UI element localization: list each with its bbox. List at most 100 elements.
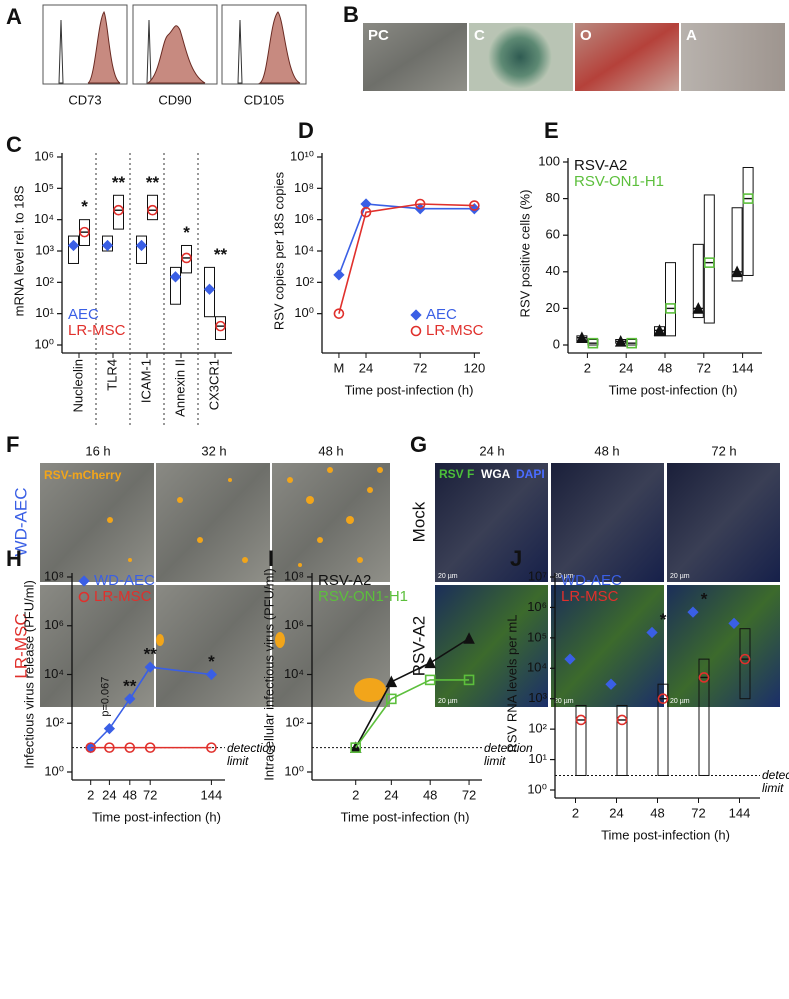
significance: p=0.067 bbox=[99, 677, 111, 717]
legend-label: WD-AEC bbox=[561, 572, 622, 589]
x-tick-label: 2 bbox=[572, 805, 579, 820]
column-label: 72 h bbox=[711, 443, 736, 458]
stain-label: WGA bbox=[481, 467, 511, 481]
significance: ** bbox=[146, 173, 160, 192]
box bbox=[587, 339, 599, 346]
marker bbox=[665, 303, 676, 314]
y-tick-label: 20 bbox=[546, 300, 560, 315]
marker bbox=[135, 239, 148, 252]
marker bbox=[614, 335, 627, 347]
marker bbox=[78, 575, 90, 587]
panel-letter: G bbox=[410, 432, 427, 457]
box bbox=[170, 266, 181, 305]
y-tick-label: 10⁰ bbox=[294, 305, 314, 320]
box bbox=[692, 243, 704, 319]
marker bbox=[385, 675, 398, 688]
x-axis-label: Time post-infection (h) bbox=[345, 382, 474, 397]
detection-label: detection limit bbox=[484, 741, 533, 768]
y-tick-label: 10² bbox=[285, 715, 304, 730]
y-tick-label: 10⁴ bbox=[44, 666, 64, 681]
legend-label: RSV-A2 bbox=[574, 157, 627, 174]
x-tick-label: ICAM-1 bbox=[138, 359, 153, 403]
y-tick-label: 60 bbox=[546, 227, 560, 242]
x-tick-label: 2 bbox=[584, 360, 591, 375]
marker bbox=[147, 204, 158, 216]
marker-label: CD90 bbox=[158, 92, 191, 107]
scale-bar-label: 20 µm bbox=[670, 698, 690, 705]
micrograph bbox=[681, 23, 785, 91]
x-axis-label: Time post-infection (h) bbox=[601, 827, 730, 842]
x-tick-label: 24 bbox=[384, 787, 398, 802]
x-tick-label: 72 bbox=[697, 360, 711, 375]
y-tick-label: 10⁵ bbox=[34, 180, 54, 195]
marker bbox=[67, 239, 80, 252]
marker bbox=[144, 742, 156, 753]
box bbox=[703, 194, 715, 324]
box bbox=[657, 683, 669, 776]
marker bbox=[626, 337, 638, 349]
marker-label: CD105 bbox=[244, 92, 284, 107]
significance: ** bbox=[144, 645, 158, 664]
legend-label: AEC bbox=[426, 306, 457, 323]
significance: * bbox=[660, 610, 667, 629]
marker bbox=[605, 678, 617, 690]
marker bbox=[468, 203, 480, 215]
marker bbox=[576, 331, 588, 343]
micrograph-grid bbox=[40, 463, 390, 707]
image-label: A bbox=[686, 27, 697, 44]
box bbox=[575, 704, 587, 776]
micrograph-feature bbox=[488, 25, 552, 89]
marker bbox=[616, 714, 628, 726]
legend-label: AEC bbox=[68, 306, 99, 323]
marker bbox=[575, 714, 587, 726]
marker bbox=[646, 626, 658, 639]
marker bbox=[698, 672, 710, 683]
panel-letter: I bbox=[268, 546, 274, 571]
stain-label: DAPI bbox=[516, 467, 545, 481]
scale-bar-label: 20 µm bbox=[670, 573, 690, 580]
marker bbox=[731, 265, 743, 278]
significance: ** bbox=[123, 676, 137, 695]
panel-letter: H bbox=[6, 546, 22, 571]
marker bbox=[124, 693, 136, 705]
y-tick-label: 10³ bbox=[35, 242, 54, 257]
marker bbox=[564, 653, 576, 665]
marker bbox=[103, 723, 116, 735]
detection-label-box: detection limit bbox=[227, 742, 276, 768]
x-tick-label: M bbox=[334, 360, 345, 375]
scale-bar-label: 20 µm bbox=[554, 573, 574, 580]
detection-label-box: detection limit bbox=[762, 769, 789, 795]
y-tick-label: 10⁷ bbox=[528, 568, 547, 583]
y-tick-label: 10⁴ bbox=[294, 242, 314, 257]
y-tick-label: 10⁸ bbox=[44, 568, 64, 583]
x-axis-label: Time post-infection (h) bbox=[609, 382, 738, 397]
x-tick-label: 24 bbox=[359, 360, 373, 375]
box bbox=[215, 316, 226, 340]
marker bbox=[742, 193, 754, 204]
marker bbox=[657, 693, 669, 705]
box bbox=[136, 235, 147, 264]
x-tick-label: 72 bbox=[691, 805, 705, 820]
y-tick-label: 10⁶ bbox=[294, 211, 314, 226]
x-tick-label: Nucleolin bbox=[70, 359, 85, 412]
x-tick-label: 2 bbox=[87, 787, 94, 802]
legend-label: LR-MSC bbox=[94, 588, 152, 605]
column-label: 48 h bbox=[318, 443, 343, 458]
significance: ** bbox=[214, 245, 228, 264]
y-tick-label: 10¹ bbox=[35, 305, 54, 320]
marker bbox=[85, 742, 96, 753]
y-tick-label: 10⁰ bbox=[34, 336, 54, 351]
panel-letter: B bbox=[343, 2, 359, 27]
image-label: C bbox=[474, 27, 485, 44]
legend-label: LR-MSC bbox=[68, 322, 126, 339]
stain-label: RSV F bbox=[439, 467, 474, 481]
x-tick-label: TLR4 bbox=[104, 359, 119, 391]
box bbox=[616, 704, 628, 776]
marker bbox=[386, 693, 397, 705]
y-tick-label: 10⁰ bbox=[284, 763, 304, 778]
marker bbox=[360, 206, 372, 218]
panel-letter: A bbox=[6, 4, 22, 29]
marker bbox=[79, 226, 90, 238]
row-label: RSV-A2 bbox=[409, 616, 428, 676]
